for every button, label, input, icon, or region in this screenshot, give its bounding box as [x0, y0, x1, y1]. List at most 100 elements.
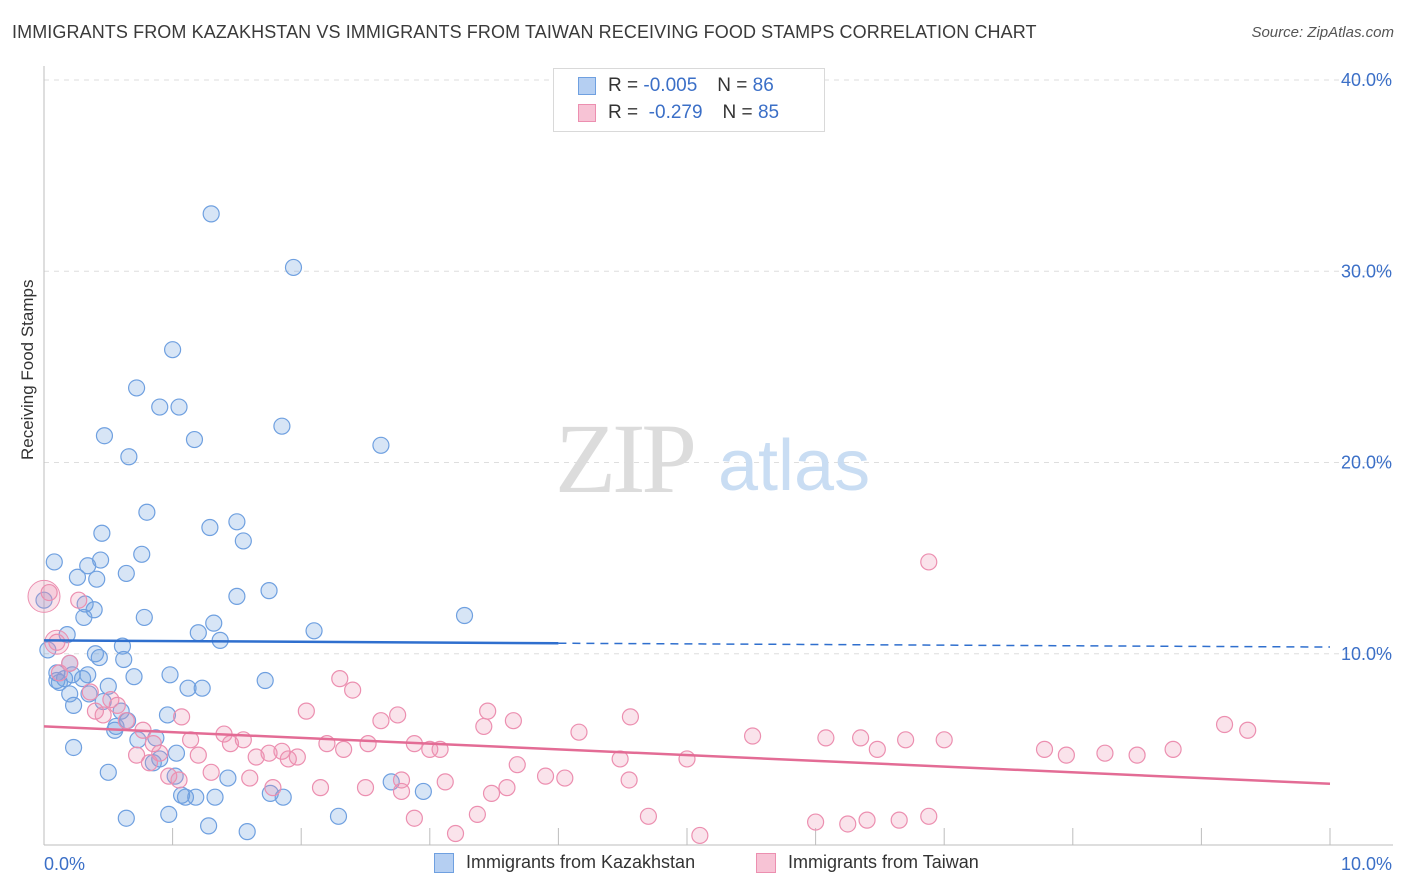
taiwan-point — [48, 633, 66, 651]
kazakhstan-point — [228, 513, 246, 531]
kazakhstan-point — [176, 788, 195, 806]
taiwan-point — [50, 664, 69, 682]
kazakhstan-point — [117, 809, 135, 827]
taiwan-point — [897, 731, 915, 749]
x-tick-label: 0.0% — [44, 854, 85, 874]
gridlines — [44, 79, 1393, 655]
watermark-atlas: atlas — [718, 426, 870, 506]
taiwan-point — [1096, 744, 1114, 762]
taiwan-point — [344, 681, 362, 699]
bottom-legend-taiwan: Immigrants from Taiwan — [756, 852, 979, 873]
kazakhstan-point — [117, 564, 135, 583]
bottom-legend-label-kazakhstan: Immigrants from Kazakhstan — [466, 852, 696, 872]
taiwan-point — [160, 767, 178, 785]
kazakhstan-point — [201, 518, 219, 537]
kazakhstan-point — [151, 750, 169, 768]
taiwan-point — [446, 824, 465, 843]
legend-n-label: N = — [717, 75, 748, 96]
kazakhstan-point — [158, 706, 177, 724]
taiwan-point — [40, 583, 58, 602]
taiwan-point — [691, 826, 709, 845]
kazakhstan-point — [372, 436, 390, 454]
kazakhstan-point — [73, 670, 92, 688]
legend-r-value: -0.279 — [648, 102, 703, 123]
taiwan-point — [508, 756, 526, 774]
kazakhstan-point — [185, 430, 204, 449]
taiwan-point — [1035, 740, 1054, 758]
taiwan-point — [389, 706, 407, 724]
axes — [43, 66, 1393, 846]
taiwan-point — [1239, 721, 1257, 739]
bottom-legend-label-taiwan: Immigrants from Taiwan — [788, 852, 979, 872]
taiwan-point — [127, 746, 146, 764]
kazakhstan-point — [219, 769, 237, 787]
taiwan-point — [1215, 715, 1234, 734]
legend-n-value: 86 — [752, 75, 774, 96]
kazakhstan-point — [179, 679, 197, 697]
trend-lines — [43, 639, 1331, 786]
kazakhstan-point — [113, 637, 132, 655]
x-tick-label: 10.0% — [1341, 854, 1392, 874]
kazakhstan-point — [115, 650, 133, 669]
kazakhstan-point — [202, 205, 220, 223]
taiwan-point — [331, 670, 349, 688]
taiwan-point — [498, 779, 516, 797]
legend-row-taiwan: R = -0.279 N = 85 — [578, 100, 779, 126]
correlation-legend: R = -0.005 N = 86 R = -0.279 N = 85 — [553, 68, 825, 132]
taiwan-point — [356, 779, 375, 797]
kazakhstan-point — [256, 671, 274, 690]
kazakhstan-point — [234, 532, 252, 550]
watermark-zip: ZIP — [555, 403, 693, 514]
legend-r-label: R = — [608, 102, 639, 123]
kazakhstan-point — [238, 823, 256, 841]
taiwan-point — [482, 784, 501, 802]
bottom-legend-swatch-taiwan — [756, 852, 776, 873]
kazakhstan-point — [99, 677, 117, 695]
kazakhstan-point — [151, 398, 169, 416]
taiwan-point — [620, 771, 638, 789]
taiwan-point — [81, 683, 99, 701]
kazakhstan-point — [88, 570, 106, 588]
kazakhstan-trend-line — [43, 639, 559, 645]
taiwan-point — [890, 811, 908, 829]
taiwan-point — [852, 729, 870, 747]
taiwan-point — [140, 754, 159, 772]
y-tick-label: 40.0% — [1341, 70, 1392, 90]
taiwan-point — [70, 591, 88, 609]
taiwan-point — [117, 712, 135, 730]
taiwan-point — [479, 702, 497, 720]
kazakhstan-point — [99, 763, 117, 781]
taiwan-point — [297, 702, 315, 720]
legend-row-kazakhstan: R = -0.005 N = 86 — [578, 73, 774, 99]
taiwan-point — [372, 712, 390, 730]
taiwan-point — [260, 744, 278, 762]
kazakhstan-point — [95, 427, 114, 445]
y-axis-label: Receiving Food Stamps — [18, 279, 37, 460]
taiwan-point — [86, 702, 105, 720]
kazakhstan-point — [68, 568, 87, 586]
taiwan-point — [817, 729, 835, 747]
taiwan-point — [359, 735, 377, 753]
taiwan-point — [556, 769, 574, 787]
watermark: ZIP atlas — [555, 403, 870, 514]
kazakhstan-point — [193, 679, 211, 697]
tick-labels: 10.0% 20.0% 30.0% 40.0% 0.0% 10.0% — [44, 70, 1392, 874]
taiwan-point — [144, 735, 162, 753]
legend-n-value: 85 — [757, 102, 780, 123]
kazakhstan-point — [91, 551, 110, 569]
kazakhstan-point — [138, 503, 156, 521]
taiwan-point — [1128, 746, 1146, 764]
taiwan-point — [1057, 746, 1075, 764]
kazakhstan-points — [35, 205, 474, 841]
kazakhstan-point — [120, 448, 138, 466]
kazakhstan-point — [164, 341, 182, 359]
taiwan-point — [108, 696, 126, 714]
bottom-legend-swatch-kazakhstan — [434, 852, 454, 873]
legend-swatch-kazakhstan — [578, 77, 596, 95]
kazakhstan-point — [127, 379, 146, 397]
kazakhstan-point — [200, 817, 218, 835]
kazakhstan-point — [206, 788, 224, 806]
kazakhstan-point — [170, 398, 188, 416]
kazakhstan-point — [50, 673, 69, 692]
